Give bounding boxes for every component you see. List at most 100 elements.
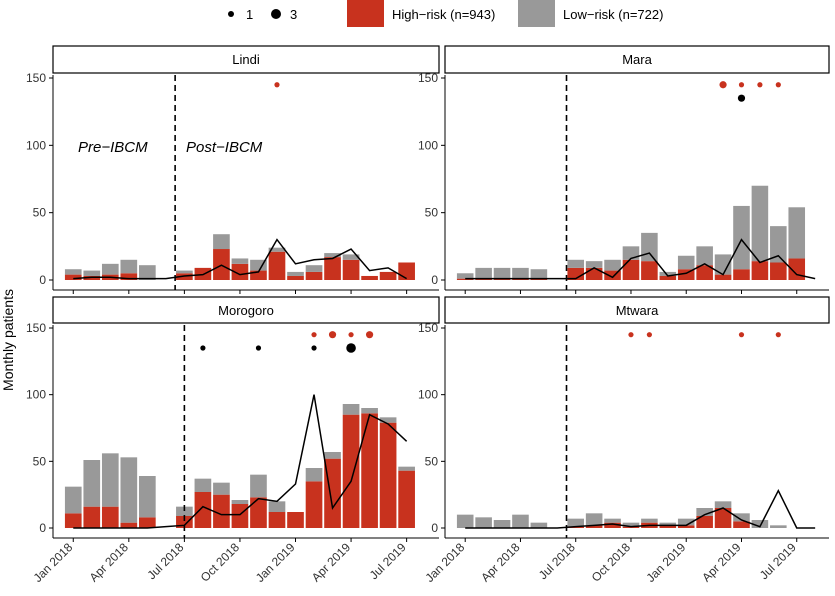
low-risk-count-dot: [737, 94, 746, 102]
bar-low-risk: [585, 513, 603, 526]
y-tick-label: 0: [39, 521, 46, 535]
high-risk-count-dot: [757, 82, 763, 88]
high-risk-count-dot: [719, 81, 727, 89]
legend-high-risk-label: High−risk (n=943): [392, 7, 495, 22]
high-risk-count-dot: [348, 332, 354, 338]
panel-strip: [52, 45, 440, 74]
panel-lindi: Lindi 0 50 100 150 Pre−IBCM Post−IBCM: [26, 45, 440, 294]
bar-high-risk: [305, 271, 323, 280]
legend-size-3-dot: [271, 9, 281, 19]
panel-title: Mara: [622, 52, 652, 67]
bar-high-risk: [379, 271, 397, 280]
bar-high-risk: [641, 261, 658, 280]
low-risk-count-dot: [311, 345, 317, 351]
trend-line: [73, 394, 408, 529]
y-tick-label: 0: [431, 521, 438, 535]
bar-high-risk: [677, 269, 695, 280]
legend-size-3-label: 3: [290, 7, 297, 22]
bar-high-risk: [604, 522, 621, 528]
y-tick-label: 100: [418, 388, 438, 402]
x-tick-label: Jan 2018: [423, 540, 468, 585]
high-risk-count-dot: [311, 332, 317, 338]
bar-low-risk: [250, 474, 267, 498]
bar-low-risk: [770, 226, 787, 263]
panels: Lindi 0 50 100 150 Pre−IBCM Post−IBCM Mara 0 50 10…: [26, 45, 830, 585]
y-tick-label: 150: [418, 71, 438, 85]
bar-high-risk: [585, 267, 603, 280]
x-tick-label: Jan 2019: [253, 540, 298, 585]
bar-low-risk: [139, 265, 156, 280]
bar-high-risk: [231, 263, 249, 280]
high-risk-count-dot: [365, 331, 374, 339]
bar-high-risk: [361, 275, 378, 280]
bar-low-risk: [714, 501, 732, 508]
bar-high-risk: [361, 413, 378, 528]
panel-morogoro: Morogoro 0 50 100 150 Jan 2018 Apr 2018 Jul 201…: [26, 296, 440, 585]
y-tick-label: 50: [425, 454, 439, 468]
y-tick-label: 50: [33, 206, 47, 220]
y-axis-label: Monthly patients: [0, 289, 16, 391]
bar-low-risk: [493, 267, 511, 279]
bar-low-risk: [213, 234, 230, 250]
bar-low-risk: [696, 508, 713, 516]
bar-high-risk: [287, 275, 304, 280]
bar-low-risk: [342, 254, 360, 260]
x-tick-label: Jul 2018: [145, 540, 187, 582]
bar-high-risk: [120, 273, 138, 280]
x-tick-label: Oct 2018: [198, 540, 243, 585]
x-tick-label: Apr 2018: [87, 540, 132, 585]
bar-low-risk: [622, 246, 640, 260]
bar-high-risk: [287, 512, 304, 528]
bar-low-risk: [770, 525, 787, 528]
panel-mara: Mara 0 50 100 150: [418, 45, 830, 294]
bar-low-risk: [751, 520, 769, 528]
bar-low-risk: [567, 518, 585, 527]
bar-high-risk: [733, 269, 750, 280]
post-ibcm-annotation: Post−IBCM: [186, 139, 263, 156]
bar-low-risk: [268, 501, 286, 512]
bar-high-risk: [101, 506, 119, 528]
bar-low-risk: [622, 522, 640, 527]
high-risk-count-dot: [738, 332, 745, 338]
bar-low-risk: [101, 453, 119, 507]
bar-high-risk: [714, 508, 732, 528]
bar-low-risk: [604, 518, 621, 523]
x-tick-label: Jul 2019: [367, 540, 409, 582]
bar-high-risk: [659, 525, 677, 528]
low-risk-count-dot: [200, 345, 206, 351]
legend-low-risk-label: Low−risk (n=722): [563, 7, 663, 22]
bar-high-risk: [83, 506, 101, 528]
bar-low-risk: [456, 273, 474, 279]
x-tick-label: Jan 2019: [644, 540, 689, 585]
bar-low-risk: [677, 518, 695, 526]
bar-low-risk: [250, 259, 267, 271]
y-tick-label: 100: [26, 388, 46, 402]
bar-high-risk: [213, 494, 230, 528]
legend-high-risk-swatch: [347, 0, 384, 27]
bar-low-risk: [567, 259, 585, 268]
bar-high-risk: [398, 470, 415, 528]
bar-low-risk: [83, 460, 101, 507]
bar-low-risk: [379, 417, 397, 423]
y-tick-label: 150: [26, 321, 46, 335]
bar-high-risk: [64, 274, 82, 280]
bar-high-risk: [770, 262, 787, 280]
bar-low-risk: [512, 514, 529, 528]
bar-high-risk: [677, 525, 695, 528]
bar-low-risk: [475, 517, 492, 528]
legend-size-1-dot: [228, 11, 234, 17]
bar-high-risk: [194, 492, 212, 528]
panel-title: Lindi: [232, 52, 260, 67]
bar-high-risk: [268, 251, 286, 280]
bar-high-risk: [751, 261, 769, 280]
high-risk-count-dot: [274, 82, 280, 88]
trend-line: [465, 238, 816, 280]
low-risk-count-dot: [255, 345, 262, 351]
bar-low-risk: [493, 520, 511, 528]
bar-low-risk: [361, 408, 378, 414]
bar-low-risk: [659, 522, 677, 526]
bar-low-risk: [398, 466, 415, 471]
bar-low-risk: [475, 267, 492, 279]
x-tick-label: Apr 2019: [309, 540, 354, 585]
